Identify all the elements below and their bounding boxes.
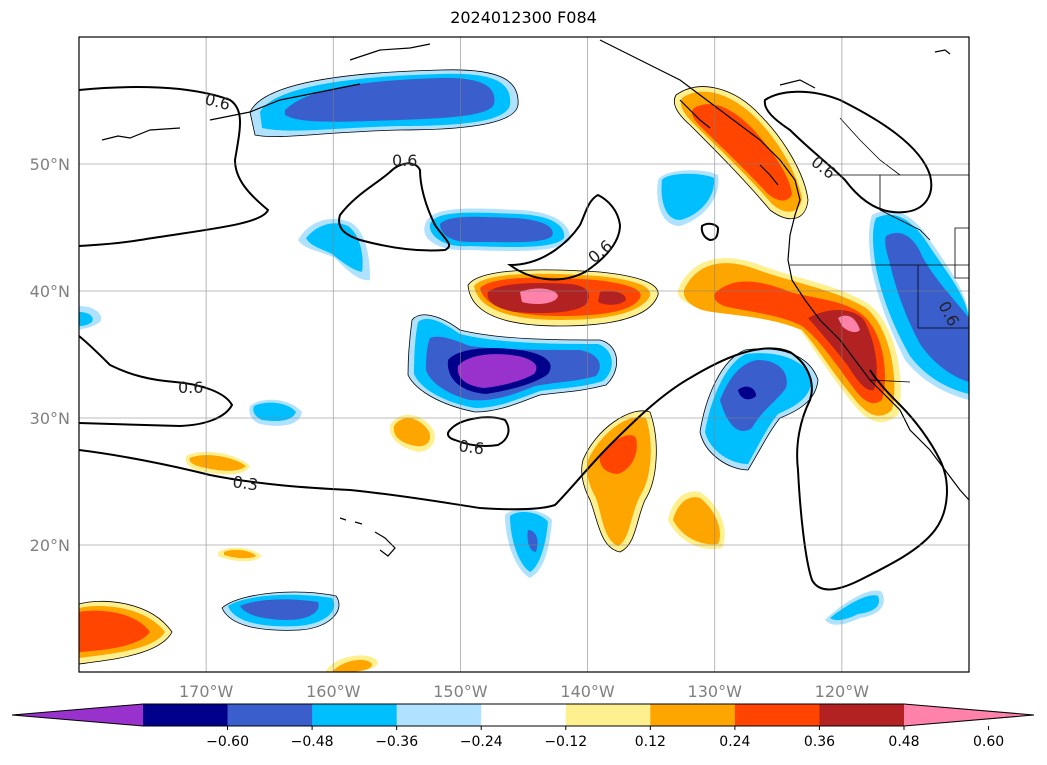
map-gridlines — [79, 37, 969, 672]
colorbar-segment — [481, 704, 567, 726]
contour-label: 0.6 — [203, 89, 232, 114]
colorbar-tick-label: −0.24 — [460, 734, 503, 750]
colorbar-tick-label: 0.12 — [635, 734, 666, 750]
contour-label: 0.6 — [457, 436, 485, 458]
anomaly-region-small-orange — [389, 414, 435, 452]
anomaly-region-inland-cold — [869, 210, 969, 400]
anomaly-region-bottom-orange — [325, 655, 378, 672]
longitude-tick-label: 170°W — [179, 682, 234, 701]
anomaly-region-small-orange-20n — [218, 547, 262, 562]
anomaly-region-orange-132w — [668, 491, 725, 550]
anomaly-region-small-blue-165w — [249, 399, 302, 426]
colorbar-tick-label: 0.60 — [973, 734, 1004, 750]
anomaly-region-central-warm — [468, 269, 659, 326]
anomaly-region-blue-130w — [657, 170, 719, 226]
latitude-labels: 50°N 40°N 30°N 20°N — [30, 155, 70, 555]
colorbar-segment — [565, 704, 651, 726]
colorbar-segment — [819, 704, 905, 726]
colorbar: −0.60 −0.48 −0.36 −0.24 −0.12 0.12 0.24 0.36 0.4… — [11, 703, 1035, 750]
colorbar-tick-label: 0.24 — [719, 734, 750, 750]
latitude-tick-label: 40°N — [30, 282, 70, 301]
longitude-tick-label: 160°W — [306, 682, 361, 701]
anomaly-region-south-blue — [222, 592, 339, 631]
colorbar-segment — [312, 704, 398, 726]
contour-label: 0.6 — [808, 152, 840, 183]
colorbar-tick-label: −0.60 — [206, 734, 249, 750]
anomaly-region-blue-128w — [700, 348, 818, 470]
colorbar-tick-label: −0.12 — [544, 734, 587, 750]
longitude-tick-label: 120°W — [815, 682, 870, 701]
map-title: 2024012300 F084 — [450, 8, 597, 27]
colorbar-tick-label: −0.36 — [375, 734, 418, 750]
thin-contours — [79, 69, 819, 665]
coastlines — [101, 39, 969, 557]
anomaly-region-southwest-warm — [79, 601, 172, 664]
anomaly-region-central-cold — [408, 314, 617, 412]
colorbar-segment — [143, 704, 229, 726]
main-contours — [79, 86, 948, 591]
colorbar-segment — [396, 704, 482, 726]
colorbar-tick-label: 0.36 — [804, 734, 835, 750]
anomaly-region-orange-137w — [581, 410, 657, 552]
longitude-tick-label: 150°W — [433, 682, 488, 701]
anomaly-region-coastal-warm-north — [674, 86, 808, 219]
colorbar-extend-max — [904, 704, 1034, 726]
anomaly-region-north-blue — [250, 69, 519, 137]
colorbar-segment — [650, 704, 736, 726]
colorbar-segment — [734, 704, 820, 726]
latitude-tick-label: 50°N — [30, 155, 70, 174]
colorbar-outline — [11, 703, 1035, 727]
map-frame — [78, 36, 970, 673]
anomaly-region-west-blue — [298, 219, 370, 281]
anomaly-region-midlat-blue — [424, 208, 571, 251]
contour-label: 0.6 — [392, 151, 417, 170]
colorbar-tick-label: 0.48 — [888, 734, 919, 750]
colorbar-extend-min — [12, 704, 143, 726]
latitude-tick-label: 30°N — [30, 409, 70, 428]
anomaly-region-orange-170w — [185, 451, 250, 475]
contour-label: 0.6 — [178, 378, 203, 397]
map-canvas — [79, 37, 969, 672]
longitude-labels: 170°W 160°W 150°W 140°W 130°W 120°W — [179, 682, 869, 701]
longitude-tick-label: 130°W — [688, 682, 743, 701]
anomaly-region-blue-120w — [825, 590, 884, 625]
longitude-tick-label: 140°W — [560, 682, 615, 701]
anomaly-region-blue-143w — [505, 509, 552, 578]
political-borders — [790, 117, 969, 383]
colorbar-tick-label: −0.48 — [291, 734, 334, 750]
anomaly-region-far-west — [79, 306, 102, 330]
contour-label: 0.3 — [231, 472, 259, 494]
colorbar-segment — [227, 704, 313, 726]
contour-label: 0.6 — [584, 236, 616, 267]
latitude-tick-label: 20°N — [30, 536, 70, 555]
